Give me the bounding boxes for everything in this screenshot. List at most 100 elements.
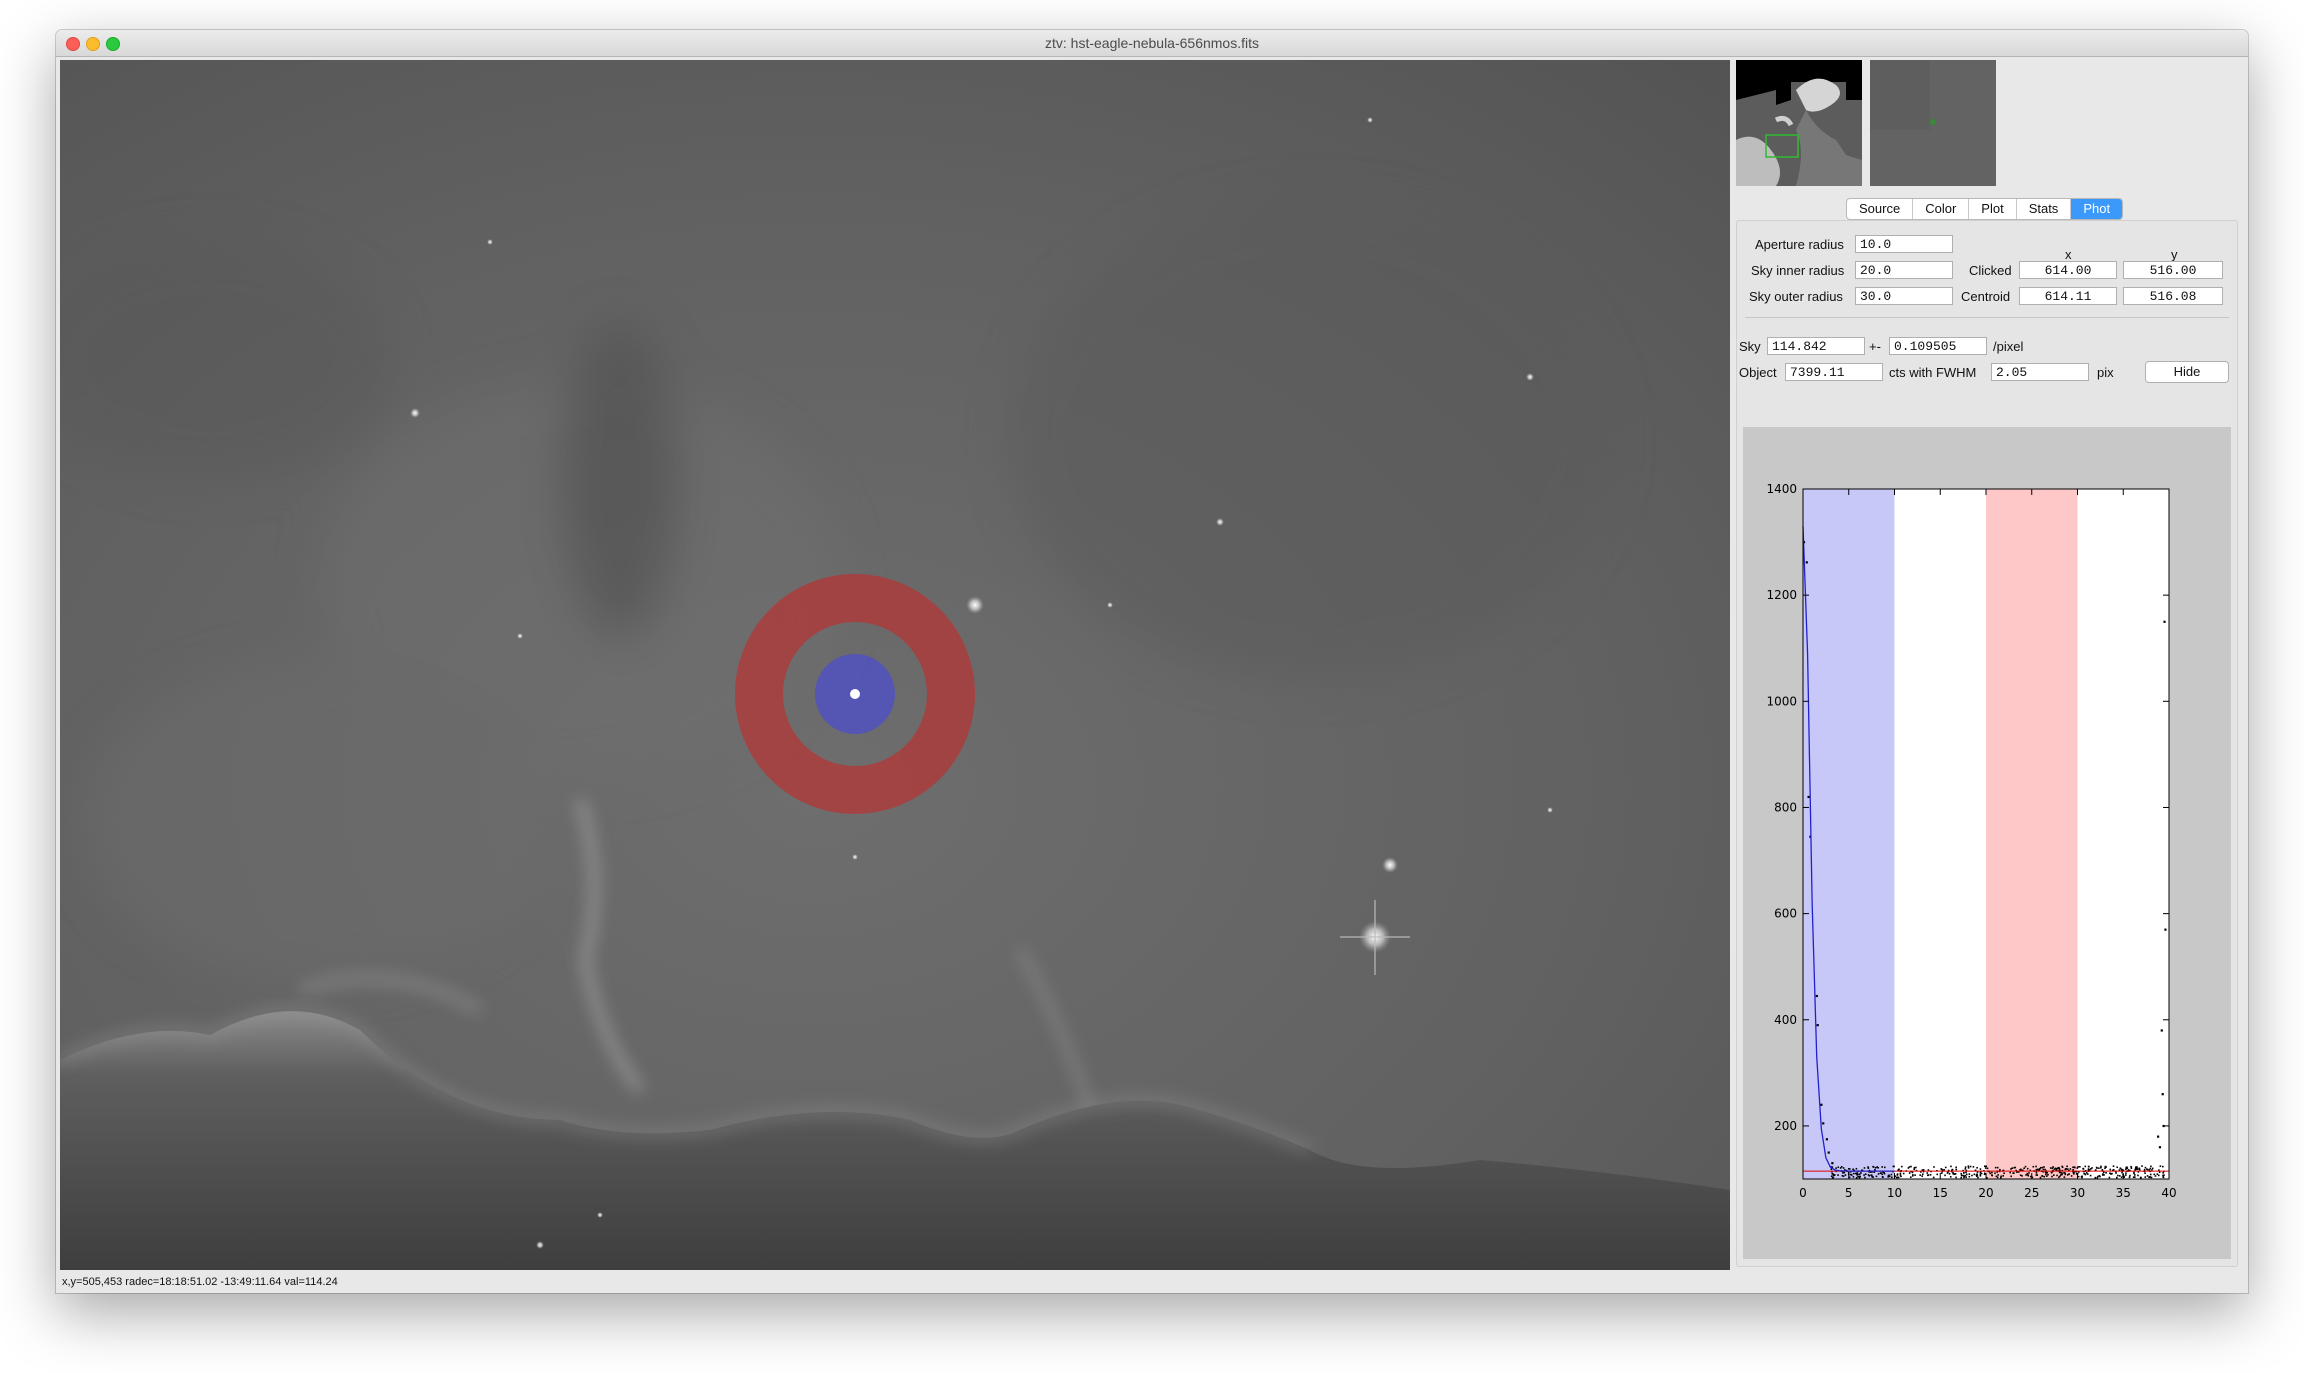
minimize-window-button[interactable] (86, 37, 100, 51)
data-point (1911, 1171, 1914, 1174)
data-point (1870, 1174, 1872, 1176)
data-point (2154, 1175, 2157, 1177)
data-point (2127, 1169, 2130, 1171)
hide-button[interactable]: Hide (2145, 361, 2229, 383)
data-point (2025, 1174, 2027, 1176)
data-point (1948, 1172, 1951, 1175)
data-point (1962, 1174, 1964, 1177)
data-point (1872, 1176, 1874, 1178)
data-point (1920, 1171, 1922, 1173)
data-point (1933, 1166, 1935, 1168)
clicked-y-field[interactable]: 516.00 (2123, 261, 2223, 279)
data-point (1839, 1167, 1842, 1169)
fwhm-field: 2.05 (1991, 363, 2089, 381)
data-point (2059, 1171, 2062, 1174)
data-point (1963, 1175, 1966, 1178)
tab-plot[interactable]: Plot (1969, 199, 2017, 219)
tab-source[interactable]: Source (1847, 199, 1914, 219)
sky-outer-radius-input[interactable]: 30.0 (1855, 287, 1953, 305)
data-point (1946, 1172, 1949, 1174)
phot-panel: Aperture radius 10.0 Sky inner radius 20… (1736, 220, 2238, 1267)
x-tick-label: 20 (1978, 1186, 1993, 1200)
data-point (2120, 1176, 2123, 1179)
data-point (2055, 1168, 2058, 1171)
data-point (2138, 1168, 2141, 1171)
data-point (2055, 1169, 2058, 1172)
close-window-button[interactable] (66, 37, 80, 51)
data-point (1960, 1176, 1963, 1179)
data-point (1897, 1169, 1899, 1172)
data-point (1919, 1174, 1921, 1176)
data-point (1858, 1176, 1861, 1179)
data-point (1954, 1173, 1957, 1175)
data-point (1977, 1176, 1979, 1179)
data-point (2054, 1167, 2057, 1170)
aperture-radius-input[interactable]: 10.0 (1855, 235, 1953, 253)
data-point (2049, 1167, 2052, 1169)
tab-color[interactable]: Color (1913, 199, 1970, 219)
data-point (1856, 1173, 1858, 1176)
data-point (2045, 1175, 2048, 1177)
data-point (1855, 1167, 1858, 1170)
data-point (2134, 1169, 2136, 1171)
plus-minus-label: +- (1869, 339, 1881, 354)
data-point (1815, 994, 1818, 998)
zoom-thumbnail (1870, 60, 1996, 186)
data-point (2133, 1172, 2135, 1175)
data-point (2028, 1172, 2030, 1174)
data-point (1980, 1172, 1983, 1175)
data-point (2083, 1172, 2085, 1175)
data-point (2158, 1146, 2162, 1149)
data-point (1999, 1168, 2001, 1171)
data-point (2125, 1168, 2127, 1171)
radial-profile-plot: 0 5 10 15 20 25 30 35 40 200 400 600 800 1000 1200 1400 (1743, 427, 2231, 1259)
data-point (2061, 1173, 2063, 1176)
y-column-header: y (2171, 247, 2178, 262)
data-point (2076, 1167, 2079, 1169)
data-point (1842, 1167, 1845, 1169)
data-point (1991, 1174, 1993, 1176)
data-point (1854, 1172, 1857, 1175)
data-point (1832, 1176, 1835, 1179)
data-point (1968, 1173, 1971, 1175)
data-point (2156, 1173, 2159, 1175)
data-point (1976, 1171, 1979, 1173)
data-point (1922, 1169, 1925, 1171)
data-point (2111, 1169, 2114, 1172)
data-point (2066, 1174, 2069, 1176)
data-point (2146, 1175, 2149, 1177)
pix-label: pix (2097, 365, 2114, 380)
data-point (1971, 1174, 1973, 1177)
x-tick-label: 30 (2070, 1186, 2085, 1200)
data-point (1950, 1165, 1952, 1168)
data-point (2046, 1171, 2049, 1174)
data-point (1844, 1169, 1846, 1171)
data-point (2144, 1176, 2147, 1178)
data-point (2137, 1171, 2140, 1173)
data-point (1985, 1165, 1988, 1168)
data-point (2045, 1173, 2047, 1176)
tab-stats[interactable]: Stats (2017, 199, 2072, 219)
tab-phot[interactable]: Phot (2071, 199, 2123, 219)
data-point (2013, 1166, 2015, 1169)
data-point (2075, 1173, 2078, 1175)
clicked-x-field[interactable]: 614.00 (2019, 261, 2117, 279)
data-point (2066, 1165, 2068, 1168)
data-point (2072, 1168, 2074, 1171)
data-point (1833, 1174, 1836, 1177)
data-point (2098, 1167, 2100, 1169)
data-point (2038, 1169, 2041, 1171)
data-point (2161, 1093, 2164, 1096)
data-point (2065, 1167, 2067, 1170)
sky-inner-radius-input[interactable]: 20.0 (1855, 261, 1953, 279)
y-tick-label: 800 (1774, 800, 1797, 814)
data-point (1882, 1176, 1884, 1178)
data-point (2144, 1166, 2147, 1169)
data-point (2116, 1166, 2118, 1169)
data-point (2075, 1170, 2078, 1173)
fits-image-canvas[interactable] (60, 60, 1730, 1270)
data-point (1816, 1024, 1819, 1027)
x-tick-label: 10 (1887, 1186, 1902, 1200)
overview-thumbnail[interactable] (1736, 60, 1862, 186)
maximize-window-button[interactable] (106, 37, 120, 51)
